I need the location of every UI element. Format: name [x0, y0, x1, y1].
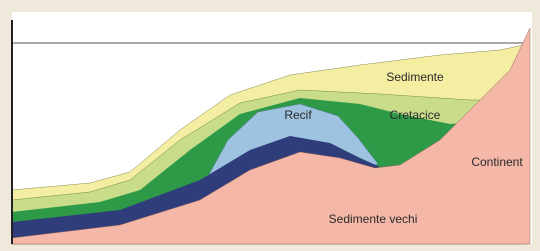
page: Sedimente Cretacice Recif Continent Sedi… [0, 0, 540, 251]
label-reef: Recif [284, 108, 312, 122]
label-old-sediments: Sedimente vechi [329, 212, 418, 226]
geology-diagram: Sedimente Cretacice Recif Continent Sedi… [0, 0, 540, 251]
label-cretaceous: Cretacice [390, 108, 441, 122]
label-continent: Continent [471, 155, 523, 169]
label-sediments: Sedimente [386, 70, 444, 84]
